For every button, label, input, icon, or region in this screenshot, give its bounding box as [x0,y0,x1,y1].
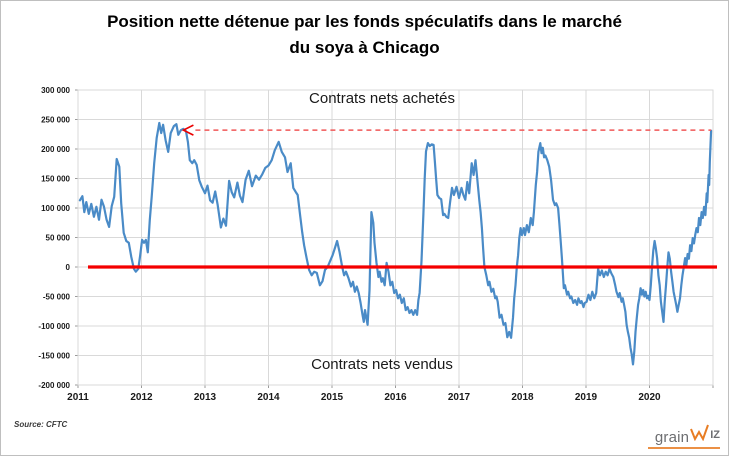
svg-text:-150 000: -150 000 [38,352,70,361]
chart-title: Position nette détenue par les fonds spé… [0,9,729,61]
svg-text:-200 000: -200 000 [38,381,70,390]
svg-text:2019: 2019 [575,392,598,403]
svg-text:2018: 2018 [511,392,534,403]
grainwiz-logo-text: grain IZ [655,424,720,445]
svg-text:2017: 2017 [448,392,471,403]
svg-text:2012: 2012 [130,392,153,403]
svg-text:-100 000: -100 000 [38,322,70,331]
logo-text-iz: IZ [710,429,720,441]
svg-text:2013: 2013 [194,392,217,403]
source-label: Source: CFTC [14,420,68,429]
svg-text:300 000: 300 000 [41,86,70,95]
svg-text:200 000: 200 000 [41,145,70,154]
chart-title-line2: du soya à Chicago [289,38,440,57]
svg-text:0: 0 [66,263,71,272]
svg-text:2016: 2016 [384,392,407,403]
svg-text:100 000: 100 000 [41,204,70,213]
svg-text:150 000: 150 000 [41,175,70,184]
logo-text-grain: grain [654,429,690,446]
svg-text:2020: 2020 [638,392,661,403]
svg-text:250 000: 250 000 [41,116,70,125]
svg-text:50 000: 50 000 [46,234,71,243]
logo-tagline-bar [648,447,720,449]
grainwiz-logo: grain IZ [648,424,720,449]
svg-text:2015: 2015 [321,392,344,403]
logo-w-zigzag-icon [690,424,710,445]
svg-text:2014: 2014 [257,392,280,403]
chart-title-line1: Position nette détenue par les fonds spé… [107,12,622,31]
svg-text:2011: 2011 [67,392,89,403]
svg-text:-50 000: -50 000 [43,293,71,302]
annotation-net-long: Contrats nets achetés [309,90,455,107]
annotation-net-short: Contrats nets vendus [311,356,453,373]
